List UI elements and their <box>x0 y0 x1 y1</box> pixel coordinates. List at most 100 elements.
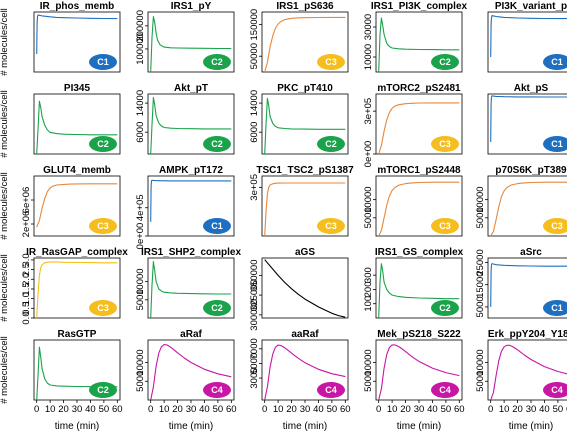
x-tick-label: 40 <box>313 404 324 415</box>
x-tick-label: 40 <box>85 404 96 415</box>
series-line <box>490 263 567 307</box>
panel-title: Mek_pS218_S222 <box>377 329 461 340</box>
cluster-badge <box>203 136 231 152</box>
series-line <box>264 16 346 73</box>
x-tick-label: 50 <box>327 404 338 415</box>
y-tick-label: 25000 <box>475 249 486 275</box>
cluster-badge-label: C3 <box>439 139 451 149</box>
cluster-badge-label: C3 <box>551 221 563 231</box>
x-tick-label: 30 <box>186 404 197 415</box>
y-tick-label: 6e+06 <box>21 187 32 214</box>
y-tick-label: 14000 <box>135 90 146 116</box>
series-line <box>264 259 346 318</box>
x-tick-label: 40 <box>539 404 550 415</box>
x-tick-label: 10 <box>45 404 56 415</box>
cluster-badge-label: C4 <box>551 385 563 395</box>
cluster-badge-label: C4 <box>439 385 451 395</box>
x-tick-label: 0 <box>148 404 153 415</box>
cluster-badge-label: C2 <box>325 139 337 149</box>
y-tick-label: 30000 <box>363 14 374 40</box>
x-tick-label: 30 <box>526 404 537 415</box>
cluster-badge-label: C2 <box>211 139 223 149</box>
y-tick-label: 14000 <box>249 90 260 116</box>
panel-title: IR_RasGAP_complex <box>26 247 128 258</box>
plot-frame <box>147 11 235 73</box>
cluster-badge <box>543 382 567 398</box>
series-line <box>150 16 232 73</box>
panel-PKC_pT410: PKC_pT410 6000 14000 C2 <box>249 83 349 155</box>
y-tick-label: 150000 <box>249 9 260 41</box>
y-tick-label: 3e+05 <box>249 174 260 201</box>
series-line <box>36 346 118 401</box>
series-line <box>150 97 232 155</box>
cluster-badge <box>89 382 117 398</box>
panel-mTORC2_pS2481: mTORC2_pS2481 0e+00 3e+05 C3 <box>363 83 463 167</box>
cluster-badge <box>317 218 345 234</box>
cluster-badge <box>317 136 345 152</box>
series-line <box>378 181 460 237</box>
plot-frame <box>147 93 235 155</box>
y-tick-label: 10000 <box>135 349 146 375</box>
plot-frame <box>487 11 567 73</box>
y-tick-label: 0.5 <box>21 302 32 315</box>
x-tick-label: 0 <box>488 404 493 415</box>
series-line <box>490 15 567 58</box>
x-tick-label: 50 <box>213 404 224 415</box>
y-tick-label: 100 <box>363 296 374 312</box>
cluster-badge-label: C2 <box>211 303 223 313</box>
x-tick-label: 20 <box>400 404 411 415</box>
panel-title: PI3K_variant_p <box>495 1 567 12</box>
x-tick-label: 0 <box>34 404 39 415</box>
y-tick-label: 3e+05 <box>363 98 374 125</box>
series-line <box>490 344 567 401</box>
cluster-badge-label: C3 <box>325 57 337 67</box>
plot-frame <box>147 175 235 237</box>
panel-Akt_pT: Akt_pT 6000 14000 C2 <box>135 83 235 155</box>
x-tick-label: 10 <box>387 404 398 415</box>
cluster-badge <box>431 136 459 152</box>
panel-PI3K_variant_p: PI3K_variant_p C1 <box>487 1 567 73</box>
y-tick-label: 5000 <box>363 371 374 392</box>
y-tick-label: 300 <box>363 267 374 283</box>
panel-title: Akt_pS <box>514 83 549 94</box>
y-tick-label: 6000 <box>249 122 260 143</box>
y-tick-label: 10000 <box>475 349 486 375</box>
x-axis-label: time (min) <box>283 421 327 432</box>
cluster-badge-label: C1 <box>97 57 109 67</box>
cluster-badge-label: C4 <box>325 385 337 395</box>
y-axis-label: # molecules/cell <box>0 90 10 158</box>
plot-frame <box>261 257 349 319</box>
x-tick-label: 50 <box>553 404 564 415</box>
cluster-badge-label: C1 <box>211 221 223 231</box>
cluster-badge <box>203 382 231 398</box>
panel-title: PI345 <box>64 83 91 94</box>
x-tick-label: 20 <box>512 404 523 415</box>
cluster-badge-label: C1 <box>551 57 563 67</box>
panel-Akt_pS: Akt_pS C1 <box>487 83 567 155</box>
y-tick-label: 200 <box>363 281 374 297</box>
panel-title: IRS1_pY <box>171 1 212 12</box>
x-tick-label: 40 <box>427 404 438 415</box>
cluster-badge <box>431 300 459 316</box>
y-tick-label: 5000 <box>363 207 374 228</box>
panel-title: TSC1_TSC2_pS1387 <box>256 165 354 176</box>
y-tick-label: 10000 <box>363 186 374 212</box>
panel-title: mTORC2_pS2481 <box>377 83 461 94</box>
x-tick-label: 50 <box>441 404 452 415</box>
y-tick-label: 5000 <box>475 371 486 392</box>
y-axis-label: # molecules/cell <box>0 254 10 322</box>
cluster-badge-label: C1 <box>551 139 563 149</box>
x-tick-label: 60 <box>340 404 351 415</box>
cluster-badge-label: C2 <box>211 57 223 67</box>
y-tick-label: 100000 <box>135 33 146 65</box>
cluster-badge <box>203 54 231 70</box>
y-tick-label: 10000 <box>135 268 146 294</box>
panel-title: aaRaf <box>291 329 319 340</box>
panel-title: GLUT4_memb <box>43 165 111 176</box>
cluster-badge-label: C1 <box>551 303 563 313</box>
